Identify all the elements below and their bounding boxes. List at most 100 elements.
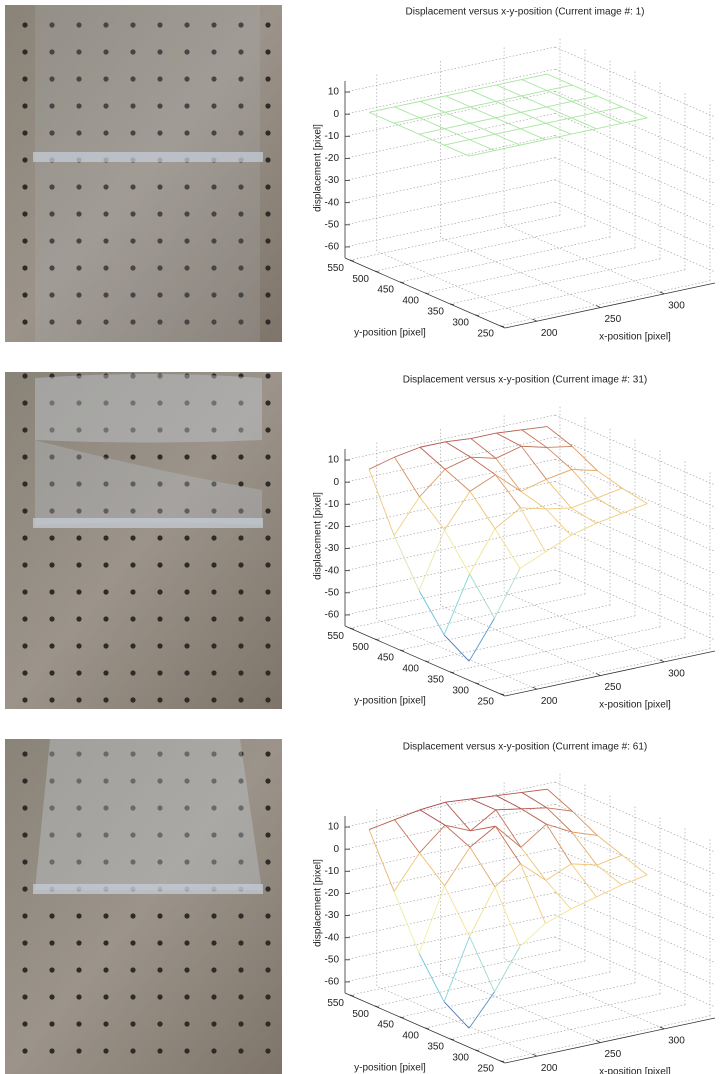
surface-edge	[496, 101, 521, 112]
surface-edge	[420, 442, 445, 447]
surface-edge	[547, 446, 572, 447]
surface-edge	[546, 509, 571, 535]
surface-edge	[470, 457, 495, 458]
plot: 100-10-20-30-40-50-602503003504004505005…	[313, 742, 715, 1074]
surface-edge	[420, 853, 445, 886]
grid-line	[345, 437, 555, 482]
surface-edge	[547, 74, 572, 85]
surface-edge	[495, 864, 520, 887]
surface-edge	[445, 96, 470, 107]
x-tick-label: 250	[604, 314, 621, 325]
tick-mark	[500, 326, 504, 327]
tick-mark	[450, 1039, 454, 1040]
grid-line	[475, 638, 685, 683]
grid-line	[345, 69, 555, 114]
surface-edge	[470, 123, 495, 134]
surface-edge	[445, 123, 470, 128]
surface-edge	[445, 799, 470, 802]
photo-1	[5, 5, 282, 342]
surface-edge	[571, 864, 596, 897]
grid-line	[440, 238, 600, 308]
grid-line	[350, 215, 560, 260]
chart-title: Displacement versus x-y-position (Curren…	[406, 7, 645, 18]
surface-edge	[546, 479, 571, 508]
y-tick-label: 250	[477, 696, 494, 707]
surface-edge	[520, 508, 545, 509]
surface-edge	[395, 101, 420, 106]
grid-line	[345, 526, 555, 571]
surface-edge	[496, 446, 521, 458]
y-tick-label: 400	[402, 1031, 419, 1042]
surface-edge	[470, 118, 495, 123]
surface-edge	[496, 80, 521, 85]
y-tick-label: 350	[427, 675, 444, 686]
y-tick-label: 450	[377, 285, 394, 296]
surface-edge	[445, 491, 470, 530]
surface-edge	[622, 504, 647, 514]
surface-edge	[546, 469, 571, 479]
tick-mark	[425, 293, 429, 294]
grid-line	[555, 91, 715, 161]
y-tick-label: 400	[402, 664, 419, 675]
tick-mark	[450, 672, 454, 673]
surface-edge	[445, 847, 470, 886]
grid-line	[440, 606, 600, 676]
grid-line	[475, 1005, 685, 1050]
x-tick-label: 250	[604, 682, 621, 693]
surface-edge	[520, 123, 545, 128]
y-tick-label: 350	[427, 307, 444, 318]
grid-line	[345, 893, 555, 938]
surface-edge	[522, 430, 547, 448]
surface-edge	[394, 123, 419, 134]
surface-edge	[495, 529, 520, 569]
surface-edge	[571, 897, 596, 909]
surface-edge	[420, 825, 445, 853]
surface-edge	[546, 101, 571, 106]
surface-edge	[597, 498, 622, 513]
surface-edge	[420, 497, 445, 530]
surface-edge	[596, 513, 621, 523]
surface-edge	[470, 107, 495, 118]
surface-edge	[522, 789, 547, 792]
y-tick-label: 500	[352, 642, 369, 653]
surface-edge	[572, 85, 597, 96]
surface-edge	[420, 469, 445, 497]
tick-mark	[450, 304, 454, 305]
surface-edge	[495, 118, 520, 129]
surface-edge	[521, 824, 546, 847]
surface-edge	[471, 85, 496, 90]
z-axis-label: displacement [pixel]	[313, 859, 324, 947]
grid-line	[450, 627, 660, 672]
grid-line	[345, 782, 555, 827]
surface-edge	[394, 497, 419, 536]
y-axis-label: y-position [pixel]	[354, 328, 426, 339]
surface-edge	[445, 442, 470, 457]
surface-edge	[596, 123, 621, 128]
x-tick-label: 300	[668, 1036, 685, 1047]
grid-line	[400, 972, 610, 1017]
surface-edge	[495, 134, 520, 145]
x-tick-label: 300	[668, 669, 685, 680]
grid-line	[345, 47, 555, 92]
surface-edge	[571, 129, 596, 134]
surface-edge	[597, 112, 622, 123]
surface-edge	[445, 886, 470, 937]
surface-edge	[395, 107, 420, 118]
y-tick-label: 300	[452, 318, 469, 329]
grid-line	[504, 592, 664, 662]
grid-line	[504, 224, 664, 294]
tick-mark	[375, 1006, 379, 1007]
surface-edge	[369, 469, 394, 535]
surface-edge	[469, 618, 494, 661]
tick-mark	[400, 1017, 404, 1018]
surface-edge	[545, 134, 570, 139]
surface-edge	[445, 530, 470, 574]
x-axis-label: x-position [pixel]	[599, 332, 671, 343]
chart-title: Displacement versus x-y-position (Curren…	[403, 742, 648, 753]
tick-mark	[660, 660, 664, 662]
photo-3	[5, 739, 282, 1074]
surface-edge	[546, 824, 571, 864]
surface-edge	[571, 523, 596, 535]
grid-line	[345, 180, 555, 225]
grid-line	[345, 415, 555, 460]
